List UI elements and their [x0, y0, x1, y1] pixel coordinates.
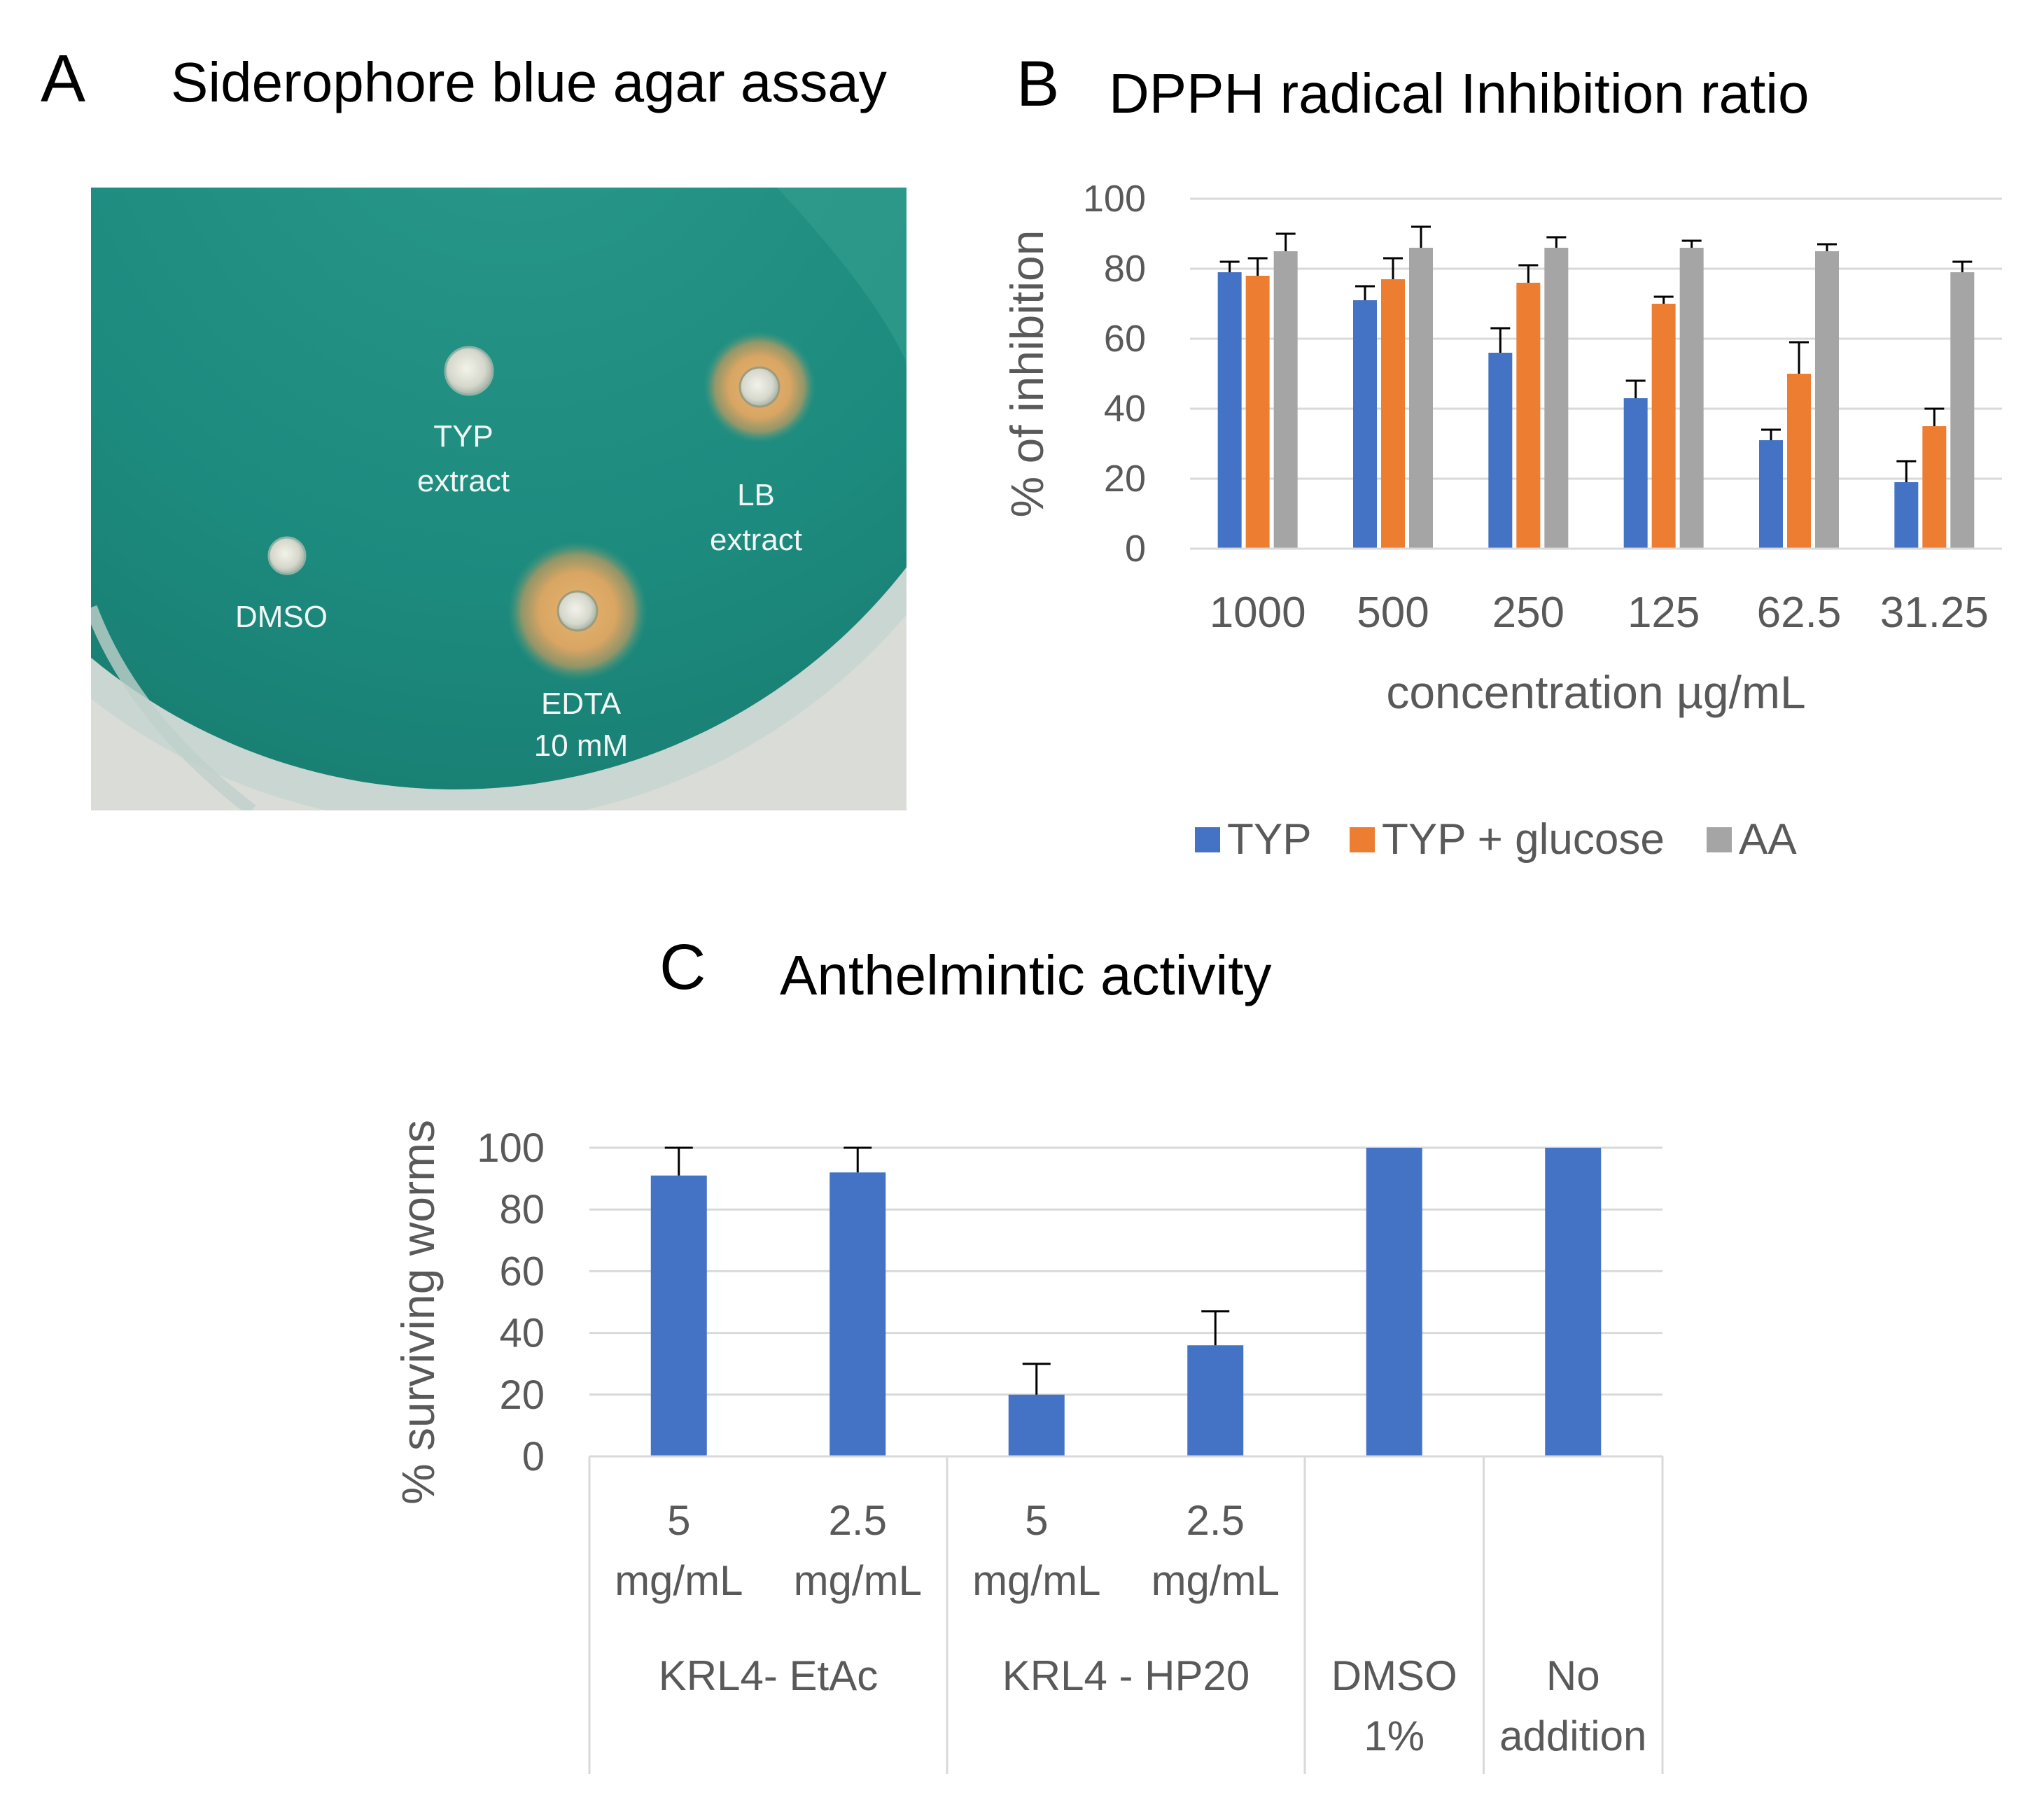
- right-glare: [777, 188, 906, 363]
- bar-typ-31.25: [1894, 482, 1919, 549]
- bar-typ-125: [1623, 398, 1648, 549]
- x-tick-label: 1000: [1210, 589, 1306, 637]
- panel-b-letter: B: [1016, 48, 1060, 120]
- panel-c-letter: C: [659, 931, 706, 1003]
- y-tick-label: 100: [1083, 178, 1146, 220]
- y-tick-label: 60: [499, 1249, 545, 1294]
- x-tick-label: 62.5: [1757, 589, 1842, 637]
- legend-label: TYP: [1227, 815, 1312, 864]
- bar-typ-glucose-62.5: [1787, 374, 1811, 549]
- y-tick-label: 60: [1104, 318, 1146, 360]
- y-axis-label: % surviving worms: [392, 1120, 444, 1505]
- bar-aa-250: [1544, 248, 1569, 549]
- bar-typ-250: [1488, 353, 1513, 549]
- bar-aa-500: [1409, 248, 1433, 549]
- category-label-unit: mg/mL: [794, 1557, 922, 1604]
- bar-typ-62.5: [1759, 440, 1783, 549]
- category-label-unit: mg/mL: [972, 1557, 1100, 1604]
- bar-typ-glucose-125: [1651, 304, 1676, 549]
- edta-label-1: EDTA: [541, 687, 622, 721]
- group-label: No: [1546, 1652, 1600, 1699]
- legend-swatch-typ-glucose: [1350, 827, 1375, 852]
- bar-4: [1187, 1345, 1244, 1456]
- bar-typ-500: [1353, 300, 1377, 549]
- lb-extract-label-1: LB: [737, 478, 775, 512]
- legend-swatch-typ: [1195, 827, 1220, 852]
- lb-extract-label-2: extract: [710, 523, 802, 557]
- bar-aa-31.25: [1950, 272, 1975, 549]
- x-axis-label: concentration µg/mL: [1386, 666, 1805, 718]
- dmso-label: DMSO: [235, 600, 328, 634]
- panel-a: A Siderophore blue agar assay: [0, 0, 966, 840]
- x-tick-label: 250: [1492, 589, 1564, 637]
- bar-5: [1366, 1148, 1422, 1456]
- bar-typ-glucose-250: [1516, 283, 1541, 549]
- category-label-value: 2.5: [829, 1497, 887, 1544]
- edta-well: [556, 590, 598, 632]
- bar-6: [1545, 1148, 1602, 1456]
- category-label-unit: mg/mL: [1152, 1557, 1280, 1604]
- agar-surface: [91, 188, 906, 789]
- typ-extract-label-2: extract: [417, 464, 510, 498]
- lb-well: [738, 366, 780, 408]
- y-tick-label: 40: [1104, 388, 1146, 430]
- y-tick-label: 40: [499, 1311, 545, 1356]
- y-tick-label: 0: [1125, 528, 1146, 570]
- agar-plate-photo: TYP extract LB extract DMSO EDTA 10 mM: [91, 188, 906, 810]
- bar-typ-1000: [1217, 272, 1242, 549]
- dmso-well: [267, 536, 307, 575]
- y-tick-label: 20: [1104, 458, 1146, 500]
- legend-label: AA: [1739, 815, 1797, 864]
- legend-swatch-aa: [1707, 827, 1732, 852]
- category-label-value: 5: [667, 1497, 690, 1544]
- panel-a-title: Siderophore blue agar assay: [171, 51, 887, 113]
- bar-3: [1008, 1394, 1065, 1456]
- y-tick-label: 100: [477, 1125, 545, 1171]
- dish-edge-highlight: [91, 605, 256, 810]
- y-tick-label: 20: [499, 1372, 545, 1418]
- category-label-value: 2.5: [1186, 1497, 1245, 1544]
- bar-typ-glucose-1000: [1245, 276, 1270, 549]
- group-label: DMSO: [1331, 1652, 1457, 1699]
- bar-2: [830, 1172, 886, 1456]
- dpph-chart: 0 20 40 60 80 100 % of inhibition 1000 500 250 125…: [1001, 178, 2002, 864]
- group-label-line2: addition: [1499, 1713, 1646, 1759]
- typ-well: [444, 346, 494, 396]
- category-label-unit: mg/mL: [615, 1557, 743, 1604]
- anthelmintic-chart: 0 20 40 60 80 100 % surviving worms 5 mg/mL 2.5 mg…: [392, 1120, 1664, 1774]
- panel-b-title: DPPH radical Inhibition ratio: [1109, 62, 1809, 125]
- legend-label: TYP + glucose: [1382, 815, 1665, 864]
- bar-1: [650, 1175, 707, 1456]
- bar-typ-glucose-500: [1381, 279, 1405, 549]
- panel-b: B DPPH radical Inhibition ratio 0 20 40 60 8…: [966, 0, 2044, 903]
- panel-c: C Anthelmintic activity 0 20 40 60 80 100 % su…: [0, 903, 2044, 1814]
- x-tick-label: 500: [1357, 589, 1429, 637]
- panel-a-letter: A: [41, 41, 86, 116]
- bar-typ-glucose-31.25: [1922, 426, 1947, 549]
- y-tick-label: 0: [522, 1434, 545, 1479]
- x-tick-label: 125: [1628, 589, 1700, 637]
- edta-label-2: 10 mM: [534, 729, 628, 763]
- panel-c-title: Anthelmintic activity: [780, 944, 1272, 1006]
- y-tick-label: 80: [1104, 248, 1146, 290]
- bar-aa-125: [1679, 248, 1704, 549]
- typ-extract-label-1: TYP: [433, 419, 493, 454]
- x-tick-label: 31.25: [1880, 589, 1989, 637]
- group-label: KRL4- EtAc: [659, 1652, 878, 1699]
- y-axis-label: % of inhibition: [1001, 230, 1053, 518]
- group-label: KRL4 - HP20: [1002, 1652, 1250, 1699]
- bar-aa-62.5: [1815, 251, 1839, 549]
- category-label-value: 5: [1025, 1497, 1048, 1544]
- group-label-line2: 1%: [1364, 1713, 1424, 1759]
- bar-aa-1000: [1273, 251, 1298, 549]
- y-tick-label: 80: [499, 1187, 545, 1232]
